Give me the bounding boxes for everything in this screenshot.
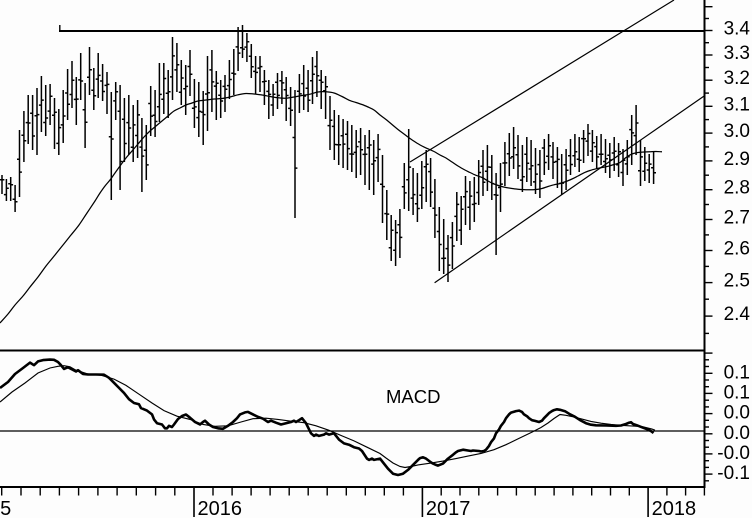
svg-text:-0.0: -0.0 bbox=[717, 443, 750, 464]
svg-text:3.2: 3.2 bbox=[724, 68, 750, 89]
svg-text:3.1: 3.1 bbox=[724, 94, 750, 115]
svg-text:2.7: 2.7 bbox=[724, 208, 750, 229]
svg-text:3.3: 3.3 bbox=[724, 43, 750, 64]
svg-text:2.6: 2.6 bbox=[724, 239, 750, 260]
svg-text:2.9: 2.9 bbox=[724, 149, 750, 170]
svg-text:-0.1: -0.1 bbox=[717, 463, 750, 484]
svg-text:0.0: 0.0 bbox=[724, 403, 750, 424]
svg-text:3.4: 3.4 bbox=[724, 19, 751, 40]
svg-text:2.5: 2.5 bbox=[724, 271, 750, 292]
svg-text:2017: 2017 bbox=[426, 498, 471, 518]
svg-text:0.1: 0.1 bbox=[724, 362, 750, 383]
svg-text:2.4: 2.4 bbox=[724, 304, 751, 325]
svg-text:3.0: 3.0 bbox=[724, 121, 750, 142]
svg-text:MACD: MACD bbox=[386, 386, 440, 407]
svg-text:2016: 2016 bbox=[198, 498, 243, 518]
svg-text:0.0: 0.0 bbox=[724, 423, 750, 444]
svg-text:2018: 2018 bbox=[652, 498, 697, 518]
svg-text:0.1: 0.1 bbox=[724, 383, 750, 404]
svg-text:2.8: 2.8 bbox=[724, 178, 750, 199]
svg-text:2015: 2015 bbox=[0, 498, 11, 518]
